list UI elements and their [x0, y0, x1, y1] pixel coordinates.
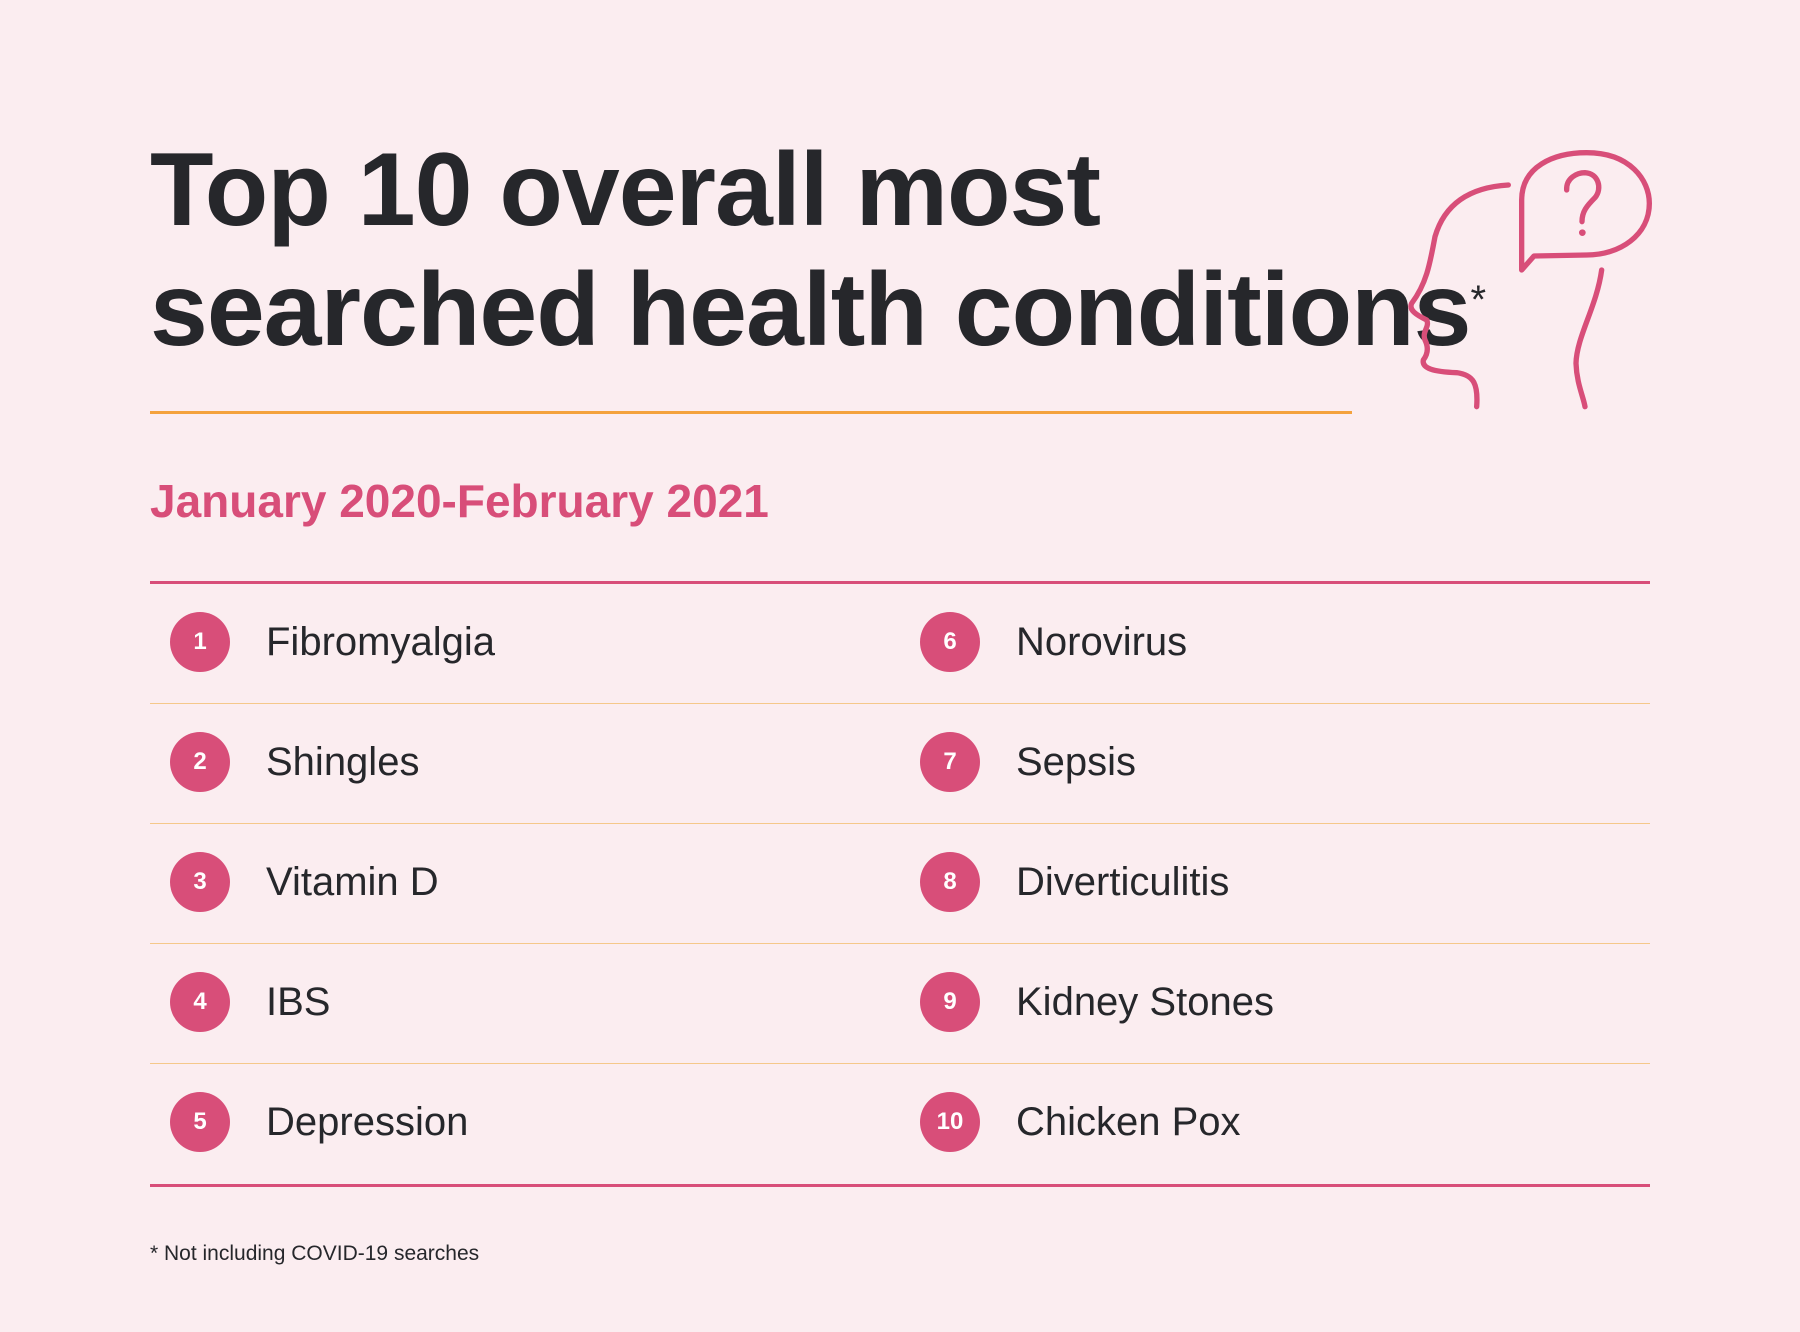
condition-name: Fibromyalgia [266, 620, 495, 664]
condition-name: Depression [266, 1100, 469, 1144]
list-item: 3 Vitamin D [150, 824, 900, 944]
rank-badge: 6 [920, 612, 980, 672]
conditions-list: 1 Fibromyalgia 2 Shingles 3 Vitamin D 4 IBS … [150, 581, 1650, 1187]
rank-badge: 3 [170, 852, 230, 912]
list-item: 5 Depression [150, 1064, 900, 1184]
title-line-1: Top 10 overall most [150, 132, 1101, 248]
list-item: 10 Chicken Pox [900, 1064, 1650, 1184]
rank-badge: 2 [170, 732, 230, 792]
title-asterisk: * [1470, 278, 1487, 322]
rank-badge: 10 [920, 1092, 980, 1152]
list-item: 2 Shingles [150, 704, 900, 824]
list-item: 1 Fibromyalgia [150, 584, 900, 704]
page-title: Top 10 overall most searched health condi… [150, 130, 1487, 370]
date-range: January 2020-February 2021 [150, 475, 769, 527]
condition-name: Chicken Pox [1016, 1100, 1241, 1144]
title-divider [150, 411, 1352, 414]
footnote: * Not including COVID-19 searches [150, 1242, 480, 1265]
condition-name: Shingles [266, 740, 420, 784]
rank-badge: 9 [920, 972, 980, 1032]
condition-name: Kidney Stones [1016, 980, 1274, 1024]
rank-badge: 8 [920, 852, 980, 912]
list-item: 6 Norovirus [900, 584, 1650, 704]
condition-name: IBS [266, 980, 331, 1024]
rank-badge: 1 [170, 612, 230, 672]
rank-badge: 4 [170, 972, 230, 1032]
condition-name: Diverticulitis [1016, 860, 1230, 904]
list-item: 4 IBS [150, 944, 900, 1064]
condition-name: Sepsis [1016, 740, 1137, 784]
rank-badge: 5 [170, 1092, 230, 1152]
list-item: 7 Sepsis [900, 704, 1650, 824]
rank-badge: 7 [920, 732, 980, 792]
title-line-2: searched health conditions [150, 252, 1472, 368]
list-item: 9 Kidney Stones [900, 944, 1650, 1064]
condition-name: Vitamin D [266, 860, 439, 904]
list-item: 8 Diverticulitis [900, 824, 1650, 944]
condition-name: Norovirus [1016, 620, 1188, 664]
head-question-bubble-icon [1408, 150, 1652, 410]
